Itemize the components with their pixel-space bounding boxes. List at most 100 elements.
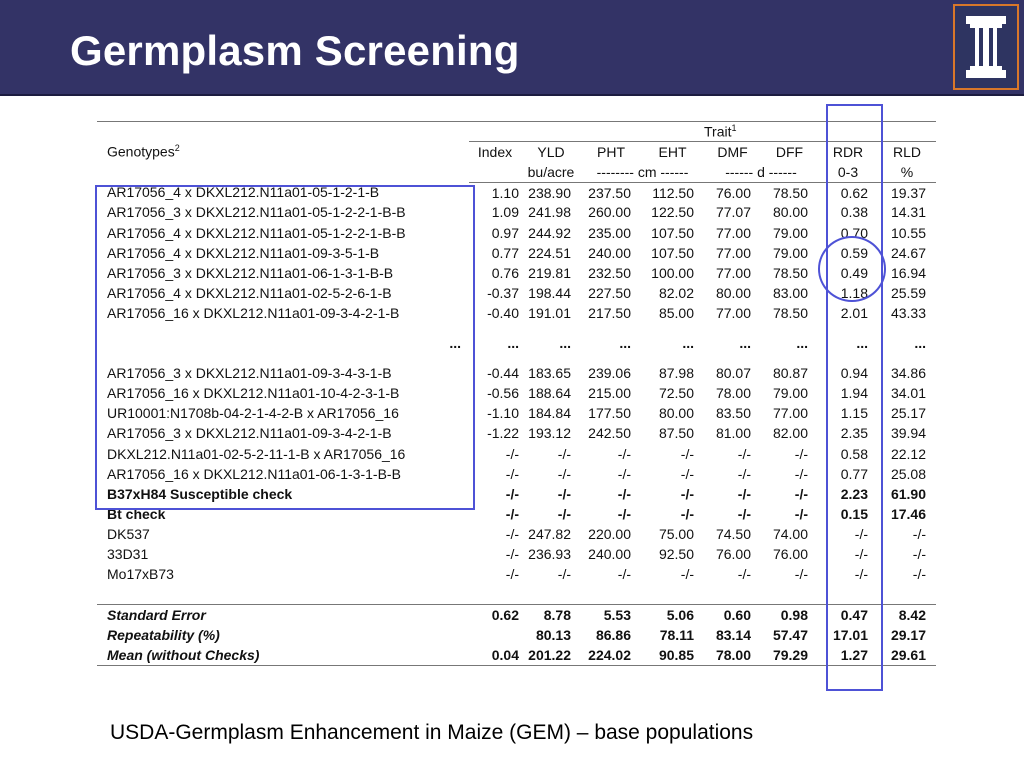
- value-cell: 240.00: [588, 546, 631, 563]
- value-cell: 82.00: [772, 425, 808, 442]
- genotype-highlight-box: [95, 185, 475, 510]
- value-cell: 74.50: [715, 525, 751, 542]
- value-cell: 80.07: [715, 365, 751, 382]
- value-cell: 80.87: [772, 365, 808, 382]
- value-cell: 177.50: [588, 405, 631, 422]
- value-cell: 235.00: [588, 224, 631, 241]
- value-cell: -/-: [794, 465, 808, 482]
- value-cell: 8.78: [521, 604, 581, 625]
- value-cell: 0.58: [840, 445, 868, 462]
- value-cell: 83.14: [715, 626, 751, 643]
- value-cell: -/-: [794, 566, 808, 583]
- value-cell: 57.47: [772, 626, 808, 643]
- value-cell: 0.98: [761, 604, 818, 625]
- value-cell: 76.00: [715, 546, 751, 563]
- column-icon: [966, 16, 1006, 78]
- genotype-cell: Repeatability (%): [107, 626, 220, 643]
- value-cell: 201.22: [521, 644, 581, 666]
- value-cell: -/-: [617, 445, 631, 462]
- value-cell: -/-: [505, 505, 519, 522]
- table-row: Mo17xB73 -/- -/- -/- -/- -/- -/- -/- -/-: [97, 564, 936, 584]
- value-cell: -/-: [680, 566, 694, 583]
- value-cell: 83.50: [715, 405, 751, 422]
- value-cell: 241.98: [528, 204, 571, 221]
- value-cell: 22.12: [890, 445, 926, 462]
- value-cell: -/-: [557, 566, 571, 583]
- table-row: Repeatability (%) 80.13 86.86 78.11 83.14 57.…: [97, 625, 936, 645]
- value-cell: -0.56: [487, 385, 519, 402]
- unit-label: %: [878, 161, 936, 183]
- value-cell: 1.27: [818, 644, 878, 666]
- unit-label: -------- cm ------: [581, 161, 704, 183]
- value-cell: 1.15: [840, 405, 868, 422]
- value-cell: -/-: [557, 445, 571, 462]
- value-cell: -/-: [505, 525, 519, 542]
- value-cell: -/-: [794, 505, 808, 522]
- value-cell: 24.67: [890, 244, 926, 261]
- value-cell: 90.85: [641, 644, 704, 666]
- value-cell: 77.00: [715, 304, 751, 321]
- value-cell: 0.15: [840, 505, 868, 522]
- value-cell: 78.50: [772, 184, 808, 201]
- germplasm-table: Trait1 Genotypes2 Index YLD PHT EHT DMF …: [97, 120, 936, 666]
- value-cell: 75.00: [658, 525, 694, 542]
- value-cell: 25.08: [890, 465, 926, 482]
- genotype-cell: 33D31: [107, 546, 149, 563]
- value-cell: 14.31: [890, 204, 926, 221]
- value-cell: 78.50: [772, 264, 808, 281]
- value-cell: 17.01: [832, 626, 868, 643]
- value-cell: 80.13: [535, 626, 571, 643]
- table-row: DKXL212.N11a01-02-5-2-11-1-B x AR17056_1…: [97, 444, 936, 464]
- value-cell: 78.00: [704, 644, 761, 666]
- value-cell: 77.00: [715, 244, 751, 261]
- value-cell: 0.76: [491, 264, 519, 281]
- table-row: 33D31 -/- 236.93 240.00 92.50 76.00 76.00 -/- -/…: [97, 544, 936, 564]
- value-cell: 29.61: [878, 644, 936, 666]
- genotype-cell: Mo17xB73: [107, 566, 174, 583]
- value-cell: 184.84: [528, 405, 571, 422]
- value-cell: 17.46: [890, 505, 926, 522]
- value-cell: -/-: [617, 505, 631, 522]
- value-cell: -1.22: [487, 425, 519, 442]
- table-row: AR17056_3 x DKXL212.N11a01-05-1-2-2-1-B-…: [97, 202, 936, 222]
- value-cell: 85.00: [658, 304, 694, 321]
- trait-group-header: Trait1: [704, 120, 761, 143]
- value-cell: 0.97: [491, 224, 519, 241]
- value-cell: 183.65: [528, 365, 571, 382]
- genotype-cell: DKXL212.N11a01-02-5-2-11-1-B x AR17056_1…: [107, 445, 406, 462]
- value-cell: -0.44: [487, 365, 519, 382]
- value-cell: 78.50: [772, 304, 808, 321]
- ellipsis-cell: ...: [507, 335, 519, 352]
- value-cell: 107.50: [651, 224, 694, 241]
- value-cell: -0.37: [487, 284, 519, 301]
- value-cell: -/-: [557, 505, 571, 522]
- value-cell: 25.17: [890, 405, 926, 422]
- value-cell: 224.51: [528, 244, 571, 261]
- value-cell: 100.00: [651, 264, 694, 281]
- university-logo: [953, 4, 1019, 90]
- value-cell: 83.00: [772, 284, 808, 301]
- value-cell: 244.92: [528, 224, 571, 241]
- value-cell: -/-: [737, 505, 751, 522]
- value-cell: 232.50: [588, 264, 631, 281]
- genotype-cell: AR17056_3 x DKXL212.N11a01-06-1-3-1-B-B: [107, 264, 394, 281]
- value-cell: 242.50: [588, 425, 631, 442]
- value-cell: 107.50: [651, 244, 694, 261]
- ellipsis-cell: ...: [682, 335, 694, 352]
- value-cell: 34.01: [890, 385, 926, 402]
- slide-footer: USDA-Germplasm Enhancement in Maize (GEM…: [110, 721, 754, 744]
- value-cell: -/-: [557, 465, 571, 482]
- column-header: DMF: [704, 141, 761, 162]
- value-cell: 77.00: [715, 224, 751, 241]
- value-cell: 0.38: [840, 204, 868, 221]
- value-cell: 82.02: [658, 284, 694, 301]
- value-cell: -/-: [617, 566, 631, 583]
- table-row: Mean (without Checks) 0.04 201.22 224.02 90.…: [97, 644, 936, 666]
- value-cell: 86.86: [595, 626, 631, 643]
- title-bar: Germplasm Screening: [0, 0, 1024, 96]
- value-cell: -/-: [737, 566, 751, 583]
- value-cell: 0.77: [491, 244, 519, 261]
- value-cell: 77.00: [772, 405, 808, 422]
- column-header: RLD: [878, 141, 936, 162]
- value-cell: -/-: [912, 566, 926, 583]
